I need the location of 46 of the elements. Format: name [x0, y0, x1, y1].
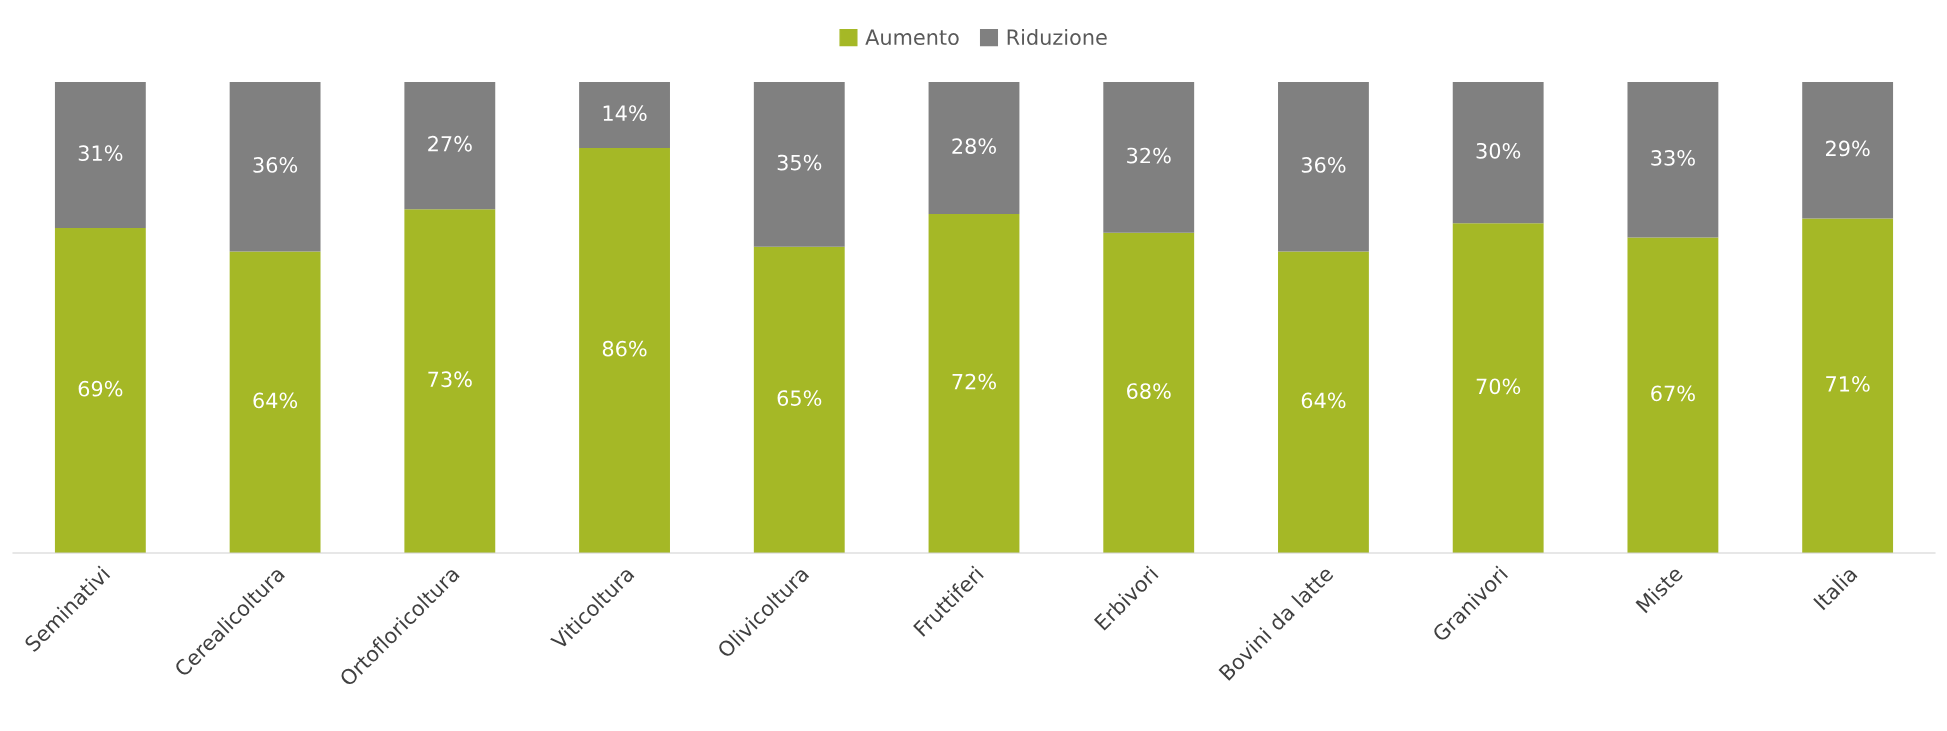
data-label: 67% [1651, 385, 1695, 402]
bar [1627, 237, 1719, 553]
data-label: 29% [1826, 140, 1870, 157]
bar [1278, 251, 1369, 553]
bar [1452, 223, 1544, 553]
data-label: 70% [1476, 378, 1521, 395]
bar [229, 82, 321, 252]
data-label: 32% [1127, 147, 1171, 164]
data-label: 65% [777, 390, 822, 406]
data-label: 31% [78, 145, 123, 162]
bar [753, 246, 845, 553]
bar [1103, 82, 1195, 233]
bar [404, 82, 496, 210]
legend-label: Riduzione [1007, 28, 1107, 46]
bar [928, 82, 1020, 214]
data-label: 64% [253, 392, 298, 409]
bar [1802, 218, 1894, 553]
data-label: 14% [603, 105, 647, 122]
bar [1103, 232, 1195, 553]
data-label: 36% [253, 157, 298, 173]
bar [579, 82, 670, 148]
data-label: 73% [428, 371, 472, 388]
data-label: 35% [777, 154, 822, 171]
data-label: 72% [952, 373, 996, 390]
data-label: 69% [78, 380, 123, 397]
bar [1452, 82, 1544, 224]
bar [928, 213, 1020, 553]
data-label: 71% [1826, 376, 1870, 392]
bar [1278, 82, 1369, 252]
data-label: 86% [602, 340, 647, 357]
bar [404, 209, 496, 553]
bar [229, 251, 321, 553]
data-label: 68% [1127, 383, 1171, 399]
data-label: 64% [1301, 392, 1346, 409]
data-label: 36% [1301, 157, 1346, 173]
data-label: 28% [952, 138, 996, 154]
bar [54, 228, 146, 553]
bar [579, 147, 670, 553]
legend-label: Aumento [865, 29, 959, 46]
bar [1627, 82, 1719, 238]
bar [1802, 82, 1894, 219]
data-label: 27% [428, 135, 472, 152]
data-label: 33% [1651, 150, 1695, 166]
bar [753, 82, 845, 247]
bar [54, 82, 146, 229]
data-label: 30% [1476, 142, 1521, 159]
